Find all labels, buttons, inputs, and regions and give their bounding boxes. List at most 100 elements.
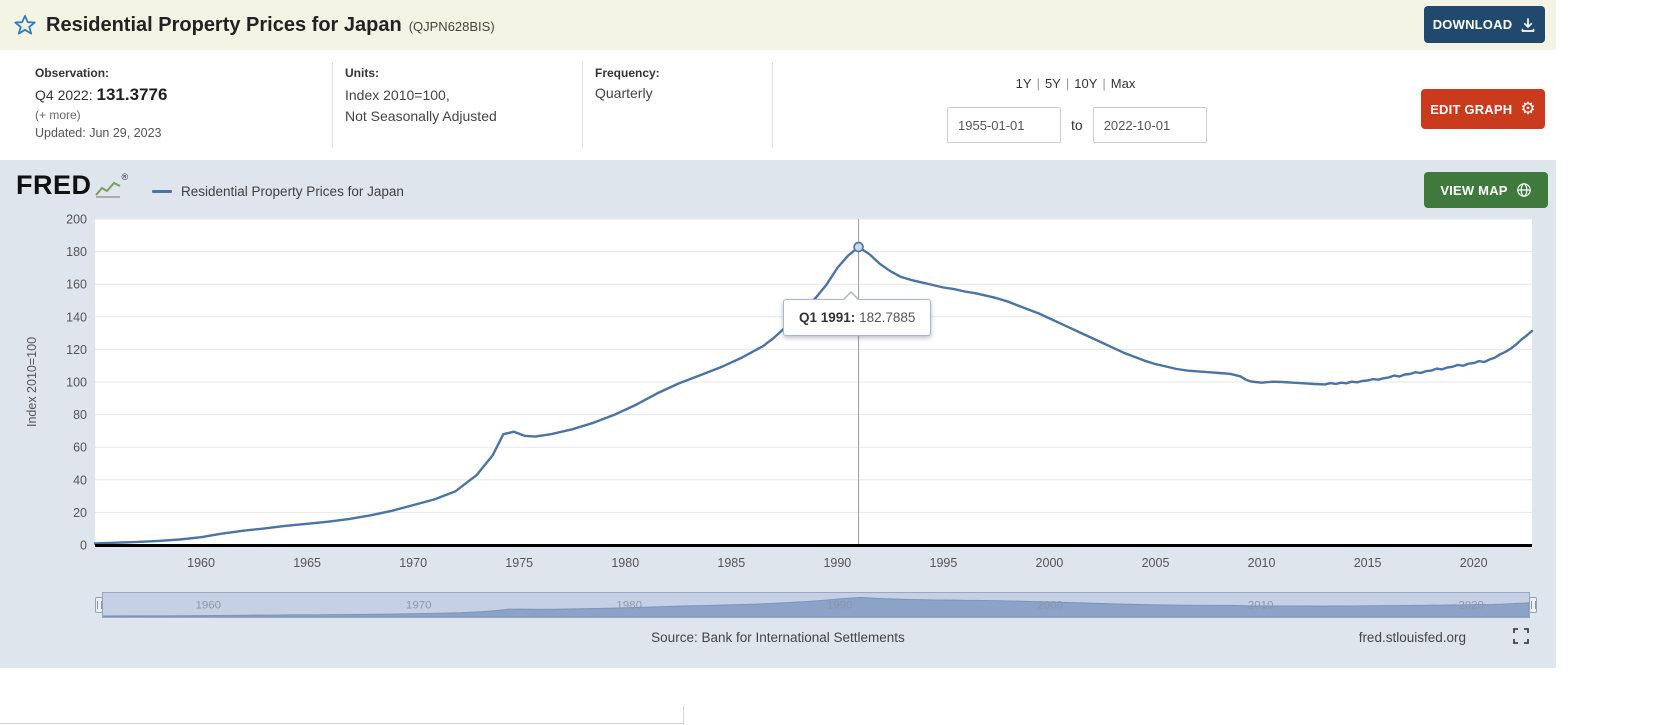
range-1y[interactable]: 1Y — [1015, 76, 1032, 91]
svg-text:2020: 2020 — [1458, 600, 1484, 612]
svg-text:1995: 1995 — [930, 556, 958, 570]
column-divider — [582, 62, 583, 148]
svg-text:1960: 1960 — [187, 556, 215, 570]
range-max[interactable]: Max — [1110, 76, 1136, 91]
date-range-slider: 1960 1970 1980 1990 2000 2010 2020 — [95, 592, 1537, 618]
date-to-label: to — [1071, 117, 1083, 133]
range-10y[interactable]: 10Y — [1074, 76, 1098, 91]
svg-text:40: 40 — [73, 473, 87, 487]
slider-area-chart: 1960 1970 1980 1990 2000 2010 2020 — [103, 597, 1529, 617]
svg-text:2020: 2020 — [1460, 556, 1488, 570]
fred-logo-chart-icon — [94, 181, 120, 198]
download-button[interactable]: DOWNLOAD — [1424, 6, 1545, 43]
frequency-label: Frequency: — [595, 66, 660, 80]
fred-logo-text: FRED — [16, 170, 92, 200]
date-from-input[interactable] — [947, 107, 1061, 143]
svg-text:2010: 2010 — [1248, 600, 1274, 612]
observation-period: Q4 2022: — [35, 87, 93, 103]
svg-text:180: 180 — [66, 245, 87, 259]
units-label: Units: — [345, 66, 379, 80]
svg-text:60: 60 — [73, 441, 87, 455]
units-value: Index 2010=100, Not Seasonally Adjusted — [345, 85, 497, 127]
frequency-value: Quarterly — [595, 85, 653, 101]
slider-track[interactable]: 1960 1970 1980 1990 2000 2010 2020 — [102, 592, 1530, 618]
svg-text:120: 120 — [66, 343, 87, 357]
fred-site-link[interactable]: fred.stlouisfed.org — [1358, 630, 1466, 645]
svg-text:1980: 1980 — [616, 600, 642, 612]
svg-text:Index 2010=100: Index 2010=100 — [25, 337, 39, 427]
svg-text:2005: 2005 — [1142, 556, 1170, 570]
units-block: Units: Index 2010=100, Not Seasonally Ad… — [345, 66, 497, 127]
fullscreen-icon[interactable] — [1512, 627, 1530, 645]
favorite-star-icon[interactable] — [14, 14, 36, 36]
page-header: Residential Property Prices for Japan (Q… — [0, 0, 1556, 50]
range-separator: | — [1065, 76, 1070, 91]
section-divider-horizontal — [0, 723, 683, 724]
svg-text:1990: 1990 — [823, 556, 851, 570]
edit-graph-label: EDIT GRAPH — [1430, 101, 1513, 117]
units-line1: Index 2010=100, — [345, 87, 450, 103]
column-divider — [772, 62, 773, 148]
svg-text:1970: 1970 — [399, 556, 427, 570]
slider-right-handle[interactable] — [1529, 597, 1537, 613]
observation-block: Observation: Q4 2022: 131.3776 (+ more) … — [35, 66, 167, 140]
date-to-input[interactable] — [1092, 107, 1207, 143]
handle-grip-icon — [1530, 601, 1536, 609]
svg-text:1960: 1960 — [195, 600, 221, 612]
svg-text:160: 160 — [66, 278, 87, 292]
svg-text:20: 20 — [73, 506, 87, 520]
section-divider-vertical — [683, 706, 684, 725]
svg-text:2000: 2000 — [1036, 556, 1064, 570]
svg-text:1990: 1990 — [827, 600, 853, 612]
range-5y[interactable]: 5Y — [1044, 76, 1061, 91]
graph-panel: FRED ® Residential Property Prices for J… — [0, 160, 1556, 668]
chart-legend: Residential Property Prices for Japan — [152, 184, 404, 199]
svg-text:1985: 1985 — [717, 556, 745, 570]
chart-plot-area[interactable]: 0 20 40 60 80 100 120 140 160 180 200 1960 1965 1970 1… — [0, 210, 1556, 582]
chart-tooltip: Q1 1991: 182.7885 — [783, 291, 932, 336]
series-meta-bar: Observation: Q4 2022: 131.3776 (+ more) … — [0, 50, 1556, 160]
download-button-label: DOWNLOAD — [1432, 17, 1513, 32]
date-range-controls: to — [947, 107, 1207, 143]
updated-date: Updated: Jun 29, 2023 — [35, 126, 162, 140]
fred-logo: FRED ® — [16, 172, 128, 199]
column-divider — [332, 62, 333, 148]
frequency-block: Frequency: Quarterly — [595, 66, 660, 101]
range-separator: | — [1102, 76, 1106, 91]
page-title: Residential Property Prices for Japan — [46, 13, 402, 36]
svg-text:100: 100 — [66, 376, 87, 390]
svg-text:140: 140 — [66, 310, 87, 324]
source-attribution: Source: Bank for International Settlemen… — [651, 630, 905, 645]
view-map-button[interactable]: VIEW MAP — [1424, 172, 1548, 208]
svg-text:0: 0 — [80, 539, 87, 553]
range-selector: 1Y | 5Y | 10Y | Max — [947, 76, 1204, 91]
units-line2: Not Seasonally Adjusted — [345, 108, 497, 124]
registered-trademark: ® — [121, 172, 129, 182]
svg-text:2010: 2010 — [1248, 556, 1276, 570]
svg-text:1975: 1975 — [505, 556, 533, 570]
series-id: (QJPN628BIS) — [408, 19, 495, 34]
svg-text:2015: 2015 — [1354, 556, 1382, 570]
handle-grip-icon — [96, 601, 102, 609]
svg-text:200: 200 — [66, 213, 87, 227]
observation-value: 131.3776 — [96, 85, 168, 104]
range-separator: | — [1036, 76, 1040, 91]
view-map-label: VIEW MAP — [1440, 182, 1508, 198]
gear-icon: ⚙ — [1520, 98, 1536, 119]
tooltip-date: Q1 1991: — [799, 310, 856, 325]
legend-label: Residential Property Prices for Japan — [181, 184, 404, 199]
globe-icon — [1516, 183, 1531, 197]
svg-text:1965: 1965 — [293, 556, 321, 570]
legend-line-swatch — [152, 190, 172, 193]
observation-value-line: Q4 2022: 131.3776 — [35, 85, 167, 105]
svg-text:80: 80 — [73, 408, 87, 422]
svg-text:2000: 2000 — [1037, 600, 1063, 612]
slider-left-handle[interactable] — [95, 597, 103, 613]
tooltip-value: 182.7885 — [859, 310, 916, 325]
svg-text:1970: 1970 — [406, 600, 432, 612]
edit-graph-button[interactable]: EDIT GRAPH ⚙ — [1421, 89, 1545, 129]
observation-label: Observation: — [35, 66, 110, 80]
download-icon — [1521, 17, 1535, 32]
more-observations-link[interactable]: (+ more) — [35, 108, 81, 122]
